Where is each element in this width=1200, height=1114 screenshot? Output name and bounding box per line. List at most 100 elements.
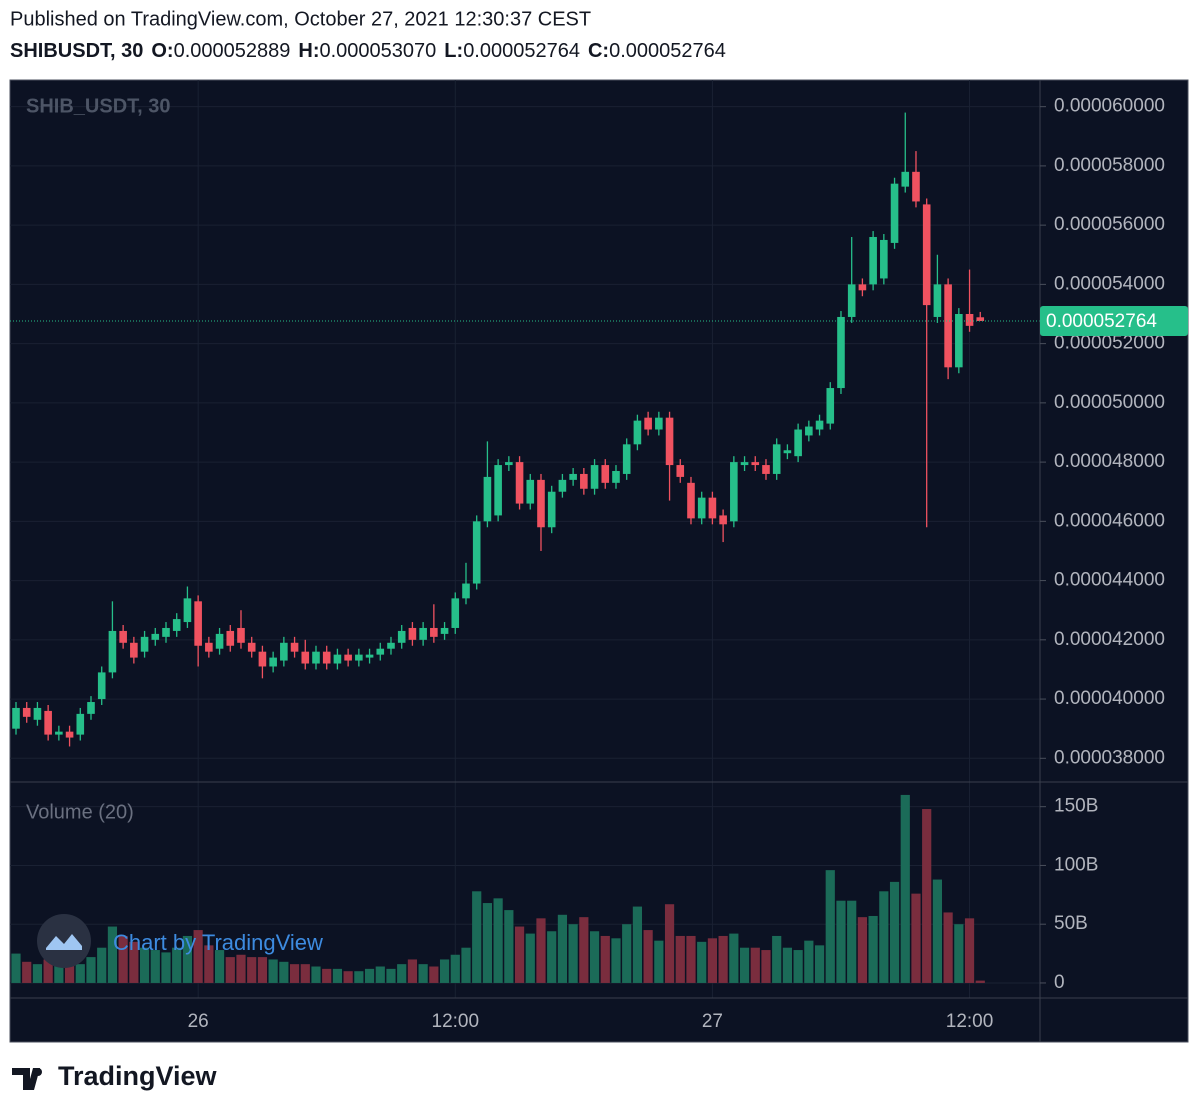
volume-bar	[257, 957, 268, 983]
candle-body	[247, 642, 256, 652]
candle-body	[847, 284, 856, 317]
y-tick-label: 0.000050000	[1054, 392, 1165, 413]
volume-bar	[129, 941, 139, 983]
volume-bar	[707, 938, 718, 983]
candle-body	[312, 651, 320, 664]
volume-bar	[107, 926, 118, 983]
candle-body	[537, 479, 545, 528]
volume-bar	[139, 947, 150, 983]
volume-bar	[954, 924, 964, 983]
volume-bar	[772, 935, 782, 983]
volume-bar	[429, 966, 439, 983]
y-tick-label: 0.000056000	[1054, 214, 1165, 235]
volume-bar	[11, 953, 21, 983]
candle-body	[269, 657, 277, 667]
volume-bar	[247, 957, 257, 983]
candle-body	[344, 654, 352, 661]
volume-bar	[289, 964, 300, 983]
candle-body	[387, 642, 395, 649]
candle-body	[65, 731, 74, 738]
brand: TradingView	[58, 1061, 218, 1091]
candle-body	[708, 497, 717, 519]
volume-bar	[32, 964, 43, 983]
candle-body	[237, 627, 245, 643]
candle-body	[676, 465, 685, 477]
candle-body	[933, 284, 942, 317]
candle-body	[22, 707, 31, 717]
volume-bar	[75, 964, 85, 983]
candle-body	[547, 491, 556, 528]
volume-bar	[214, 950, 225, 983]
c-value: 0.000052764	[609, 40, 726, 62]
candle-body	[901, 171, 910, 187]
volume-bar	[847, 900, 857, 983]
candle-body	[655, 417, 663, 430]
volume-bar	[386, 968, 396, 983]
volume-bar	[450, 954, 460, 983]
volume-bar	[22, 961, 32, 983]
y-tick-label: 0.000054000	[1054, 273, 1165, 294]
candle-body	[772, 444, 781, 474]
volume-bar	[964, 918, 975, 983]
volume-bar	[322, 968, 332, 983]
volume-bar	[343, 971, 353, 983]
plot	[10, 80, 1040, 998]
y-tick-label: 0.000040000	[1054, 688, 1165, 709]
volume-bar	[589, 931, 600, 983]
y-tick-label: 0.000060000	[1054, 96, 1165, 117]
candle-body	[44, 710, 52, 735]
volume-bar	[943, 912, 953, 983]
volume-bar	[750, 947, 760, 983]
y-tick-label: 0.000058000	[1054, 155, 1165, 176]
volume-bar	[397, 964, 407, 983]
volume-bar	[354, 971, 364, 983]
volume-bar	[857, 917, 868, 983]
candle-body	[494, 465, 502, 516]
candle-body	[740, 462, 749, 466]
candle-body	[922, 204, 931, 306]
volume-bar	[654, 940, 664, 983]
volume-bar	[622, 924, 632, 983]
volume-bar	[172, 947, 182, 983]
candle-body	[333, 654, 342, 664]
volume-bar	[236, 954, 246, 983]
l-key: L:	[444, 40, 463, 62]
volume-bar	[150, 950, 160, 983]
volume-bar	[54, 962, 64, 983]
candle-body	[687, 482, 695, 519]
candle-body	[890, 183, 899, 243]
volume-bar	[279, 961, 289, 983]
volume-bar	[182, 935, 193, 983]
c-key: C:	[588, 40, 609, 62]
candle-body	[194, 601, 202, 646]
volume-bar	[547, 931, 557, 983]
candle-body	[815, 420, 824, 430]
candle-body	[869, 236, 877, 285]
chart-title: SHIB_USDT, 30	[26, 95, 171, 117]
volume-bar	[611, 938, 621, 983]
volume-tick-label: 100B	[1054, 854, 1098, 875]
candle-body	[880, 239, 888, 279]
volume-bar	[364, 968, 375, 983]
candle-body	[515, 462, 524, 504]
h-key: H:	[298, 40, 319, 62]
volume-bar	[600, 935, 610, 983]
o-key: O:	[151, 40, 173, 62]
candle-body	[365, 654, 374, 658]
volume-bar	[782, 947, 793, 983]
candle-body	[622, 444, 631, 474]
candle-body	[644, 417, 652, 430]
volume-bar	[739, 947, 750, 983]
volume-bar	[418, 964, 428, 983]
candle-body	[151, 633, 160, 640]
candle-body	[965, 314, 974, 326]
volume-bar	[268, 959, 278, 983]
chart-background	[9, 79, 1189, 1043]
candle-body	[794, 429, 802, 457]
candle-body	[483, 476, 492, 522]
volume-bar	[161, 952, 171, 983]
y-tick-label: 0.000046000	[1054, 510, 1165, 531]
volume-bar	[793, 950, 803, 983]
candle-body	[12, 707, 20, 729]
volume-tick-label: 0	[1054, 972, 1065, 993]
